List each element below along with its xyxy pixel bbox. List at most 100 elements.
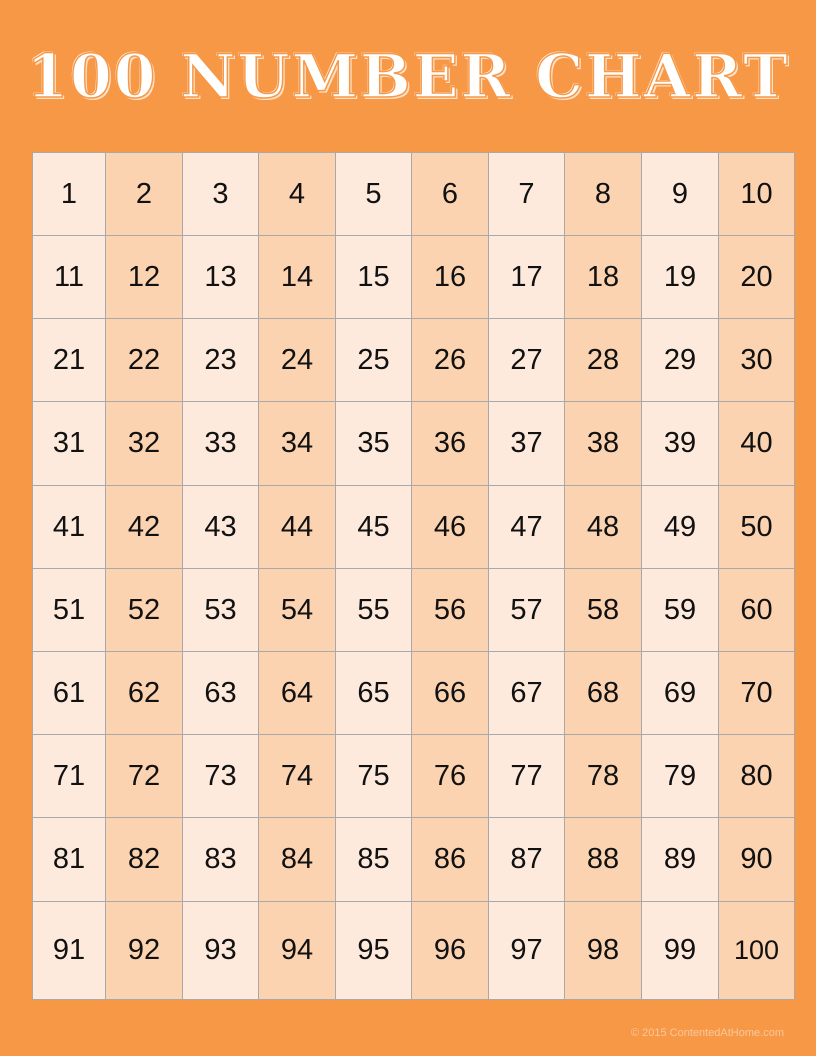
number-cell: 93 bbox=[182, 901, 259, 1000]
number-cell: 27 bbox=[488, 318, 565, 402]
number-cell: 84 bbox=[258, 817, 336, 902]
number-cell: 46 bbox=[411, 485, 489, 569]
number-cell: 58 bbox=[564, 568, 642, 652]
grid-row: 21 22 23 24 25 26 27 28 29 30 bbox=[32, 318, 795, 402]
number-cell: 91 bbox=[32, 901, 106, 1000]
number-cell: 75 bbox=[335, 734, 412, 818]
grid-row: 81 82 83 84 85 86 87 88 89 90 bbox=[32, 817, 795, 902]
number-cell: 52 bbox=[105, 568, 183, 652]
number-cell: 71 bbox=[32, 734, 106, 818]
number-cell: 34 bbox=[258, 401, 336, 486]
number-cell: 16 bbox=[411, 235, 489, 319]
number-cell: 94 bbox=[258, 901, 336, 1000]
number-cell: 17 bbox=[488, 235, 565, 319]
number-cell: 48 bbox=[564, 485, 642, 569]
number-cell: 44 bbox=[258, 485, 336, 569]
number-cell: 19 bbox=[641, 235, 719, 319]
page-title: 100 NUMBER CHART bbox=[26, 41, 790, 113]
number-cell: 78 bbox=[564, 734, 642, 818]
number-cell: 15 bbox=[335, 235, 412, 319]
number-cell: 63 bbox=[182, 651, 259, 735]
grid-row: 71 72 73 74 75 76 77 78 79 80 bbox=[32, 734, 795, 818]
number-cell: 35 bbox=[335, 401, 412, 486]
number-cell: 53 bbox=[182, 568, 259, 652]
number-cell: 80 bbox=[718, 734, 795, 818]
number-cell: 59 bbox=[641, 568, 719, 652]
number-cell: 9 bbox=[641, 152, 719, 236]
number-grid: 1 2 3 4 5 6 7 8 9 10 11 12 13 14 15 16 17 18 19 20 21 22 23 24 2… bbox=[32, 152, 795, 1000]
number-cell: 12 bbox=[105, 235, 183, 319]
grid-row: 61 62 63 64 65 66 67 68 69 70 bbox=[32, 651, 795, 735]
number-cell: 21 bbox=[32, 318, 106, 402]
number-cell: 98 bbox=[564, 901, 642, 1000]
number-cell: 20 bbox=[718, 235, 795, 319]
number-cell: 39 bbox=[641, 401, 719, 486]
number-cell: 38 bbox=[564, 401, 642, 486]
number-cell: 64 bbox=[258, 651, 336, 735]
number-cell: 68 bbox=[564, 651, 642, 735]
number-cell: 74 bbox=[258, 734, 336, 818]
number-cell: 62 bbox=[105, 651, 183, 735]
number-cell: 23 bbox=[182, 318, 259, 402]
grid-row: 41 42 43 44 45 46 47 48 49 50 bbox=[32, 485, 795, 569]
number-cell: 6 bbox=[411, 152, 489, 236]
number-cell: 99 bbox=[641, 901, 719, 1000]
number-cell: 82 bbox=[105, 817, 183, 902]
number-cell: 81 bbox=[32, 817, 106, 902]
number-cell: 72 bbox=[105, 734, 183, 818]
number-cell: 18 bbox=[564, 235, 642, 319]
number-cell: 42 bbox=[105, 485, 183, 569]
grid-row: 31 32 33 34 35 36 37 38 39 40 bbox=[32, 401, 795, 486]
number-cell: 51 bbox=[32, 568, 106, 652]
number-cell: 5 bbox=[335, 152, 412, 236]
number-cell: 28 bbox=[564, 318, 642, 402]
number-cell: 37 bbox=[488, 401, 565, 486]
number-cell: 26 bbox=[411, 318, 489, 402]
grid-row: 1 2 3 4 5 6 7 8 9 10 bbox=[32, 152, 795, 236]
number-cell: 96 bbox=[411, 901, 489, 1000]
number-cell: 76 bbox=[411, 734, 489, 818]
number-cell: 2 bbox=[105, 152, 183, 236]
number-cell: 11 bbox=[32, 235, 106, 319]
number-cell: 65 bbox=[335, 651, 412, 735]
number-cell: 13 bbox=[182, 235, 259, 319]
number-cell: 4 bbox=[258, 152, 336, 236]
number-cell: 10 bbox=[718, 152, 795, 236]
number-cell: 90 bbox=[718, 817, 795, 902]
number-cell: 32 bbox=[105, 401, 183, 486]
number-cell: 50 bbox=[718, 485, 795, 569]
number-cell: 24 bbox=[258, 318, 336, 402]
number-cell: 36 bbox=[411, 401, 489, 486]
number-cell: 67 bbox=[488, 651, 565, 735]
grid-row: 51 52 53 54 55 56 57 58 59 60 bbox=[32, 568, 795, 652]
number-cell: 30 bbox=[718, 318, 795, 402]
number-cell: 49 bbox=[641, 485, 719, 569]
number-cell: 47 bbox=[488, 485, 565, 569]
number-cell: 1 bbox=[32, 152, 106, 236]
number-cell: 33 bbox=[182, 401, 259, 486]
number-cell: 55 bbox=[335, 568, 412, 652]
number-cell: 45 bbox=[335, 485, 412, 569]
number-cell: 22 bbox=[105, 318, 183, 402]
number-cell: 8 bbox=[564, 152, 642, 236]
copyright-footer: © 2015 ContentedAtHome.com bbox=[630, 1027, 784, 1039]
number-cell: 31 bbox=[32, 401, 106, 486]
grid-row: 11 12 13 14 15 16 17 18 19 20 bbox=[32, 235, 795, 319]
number-cell: 61 bbox=[32, 651, 106, 735]
number-cell: 86 bbox=[411, 817, 489, 902]
number-cell: 89 bbox=[641, 817, 719, 902]
number-cell: 41 bbox=[32, 485, 106, 569]
number-cell: 92 bbox=[105, 901, 183, 1000]
number-cell: 25 bbox=[335, 318, 412, 402]
number-cell: 88 bbox=[564, 817, 642, 902]
number-cell: 7 bbox=[488, 152, 565, 236]
number-cell: 95 bbox=[335, 901, 412, 1000]
number-cell: 29 bbox=[641, 318, 719, 402]
number-cell: 3 bbox=[182, 152, 259, 236]
number-cell: 97 bbox=[488, 901, 565, 1000]
number-cell: 56 bbox=[411, 568, 489, 652]
grid-row: 91 92 93 94 95 96 97 98 99 100 bbox=[32, 901, 795, 1000]
number-cell: 57 bbox=[488, 568, 565, 652]
number-cell: 54 bbox=[258, 568, 336, 652]
number-cell: 66 bbox=[411, 651, 489, 735]
